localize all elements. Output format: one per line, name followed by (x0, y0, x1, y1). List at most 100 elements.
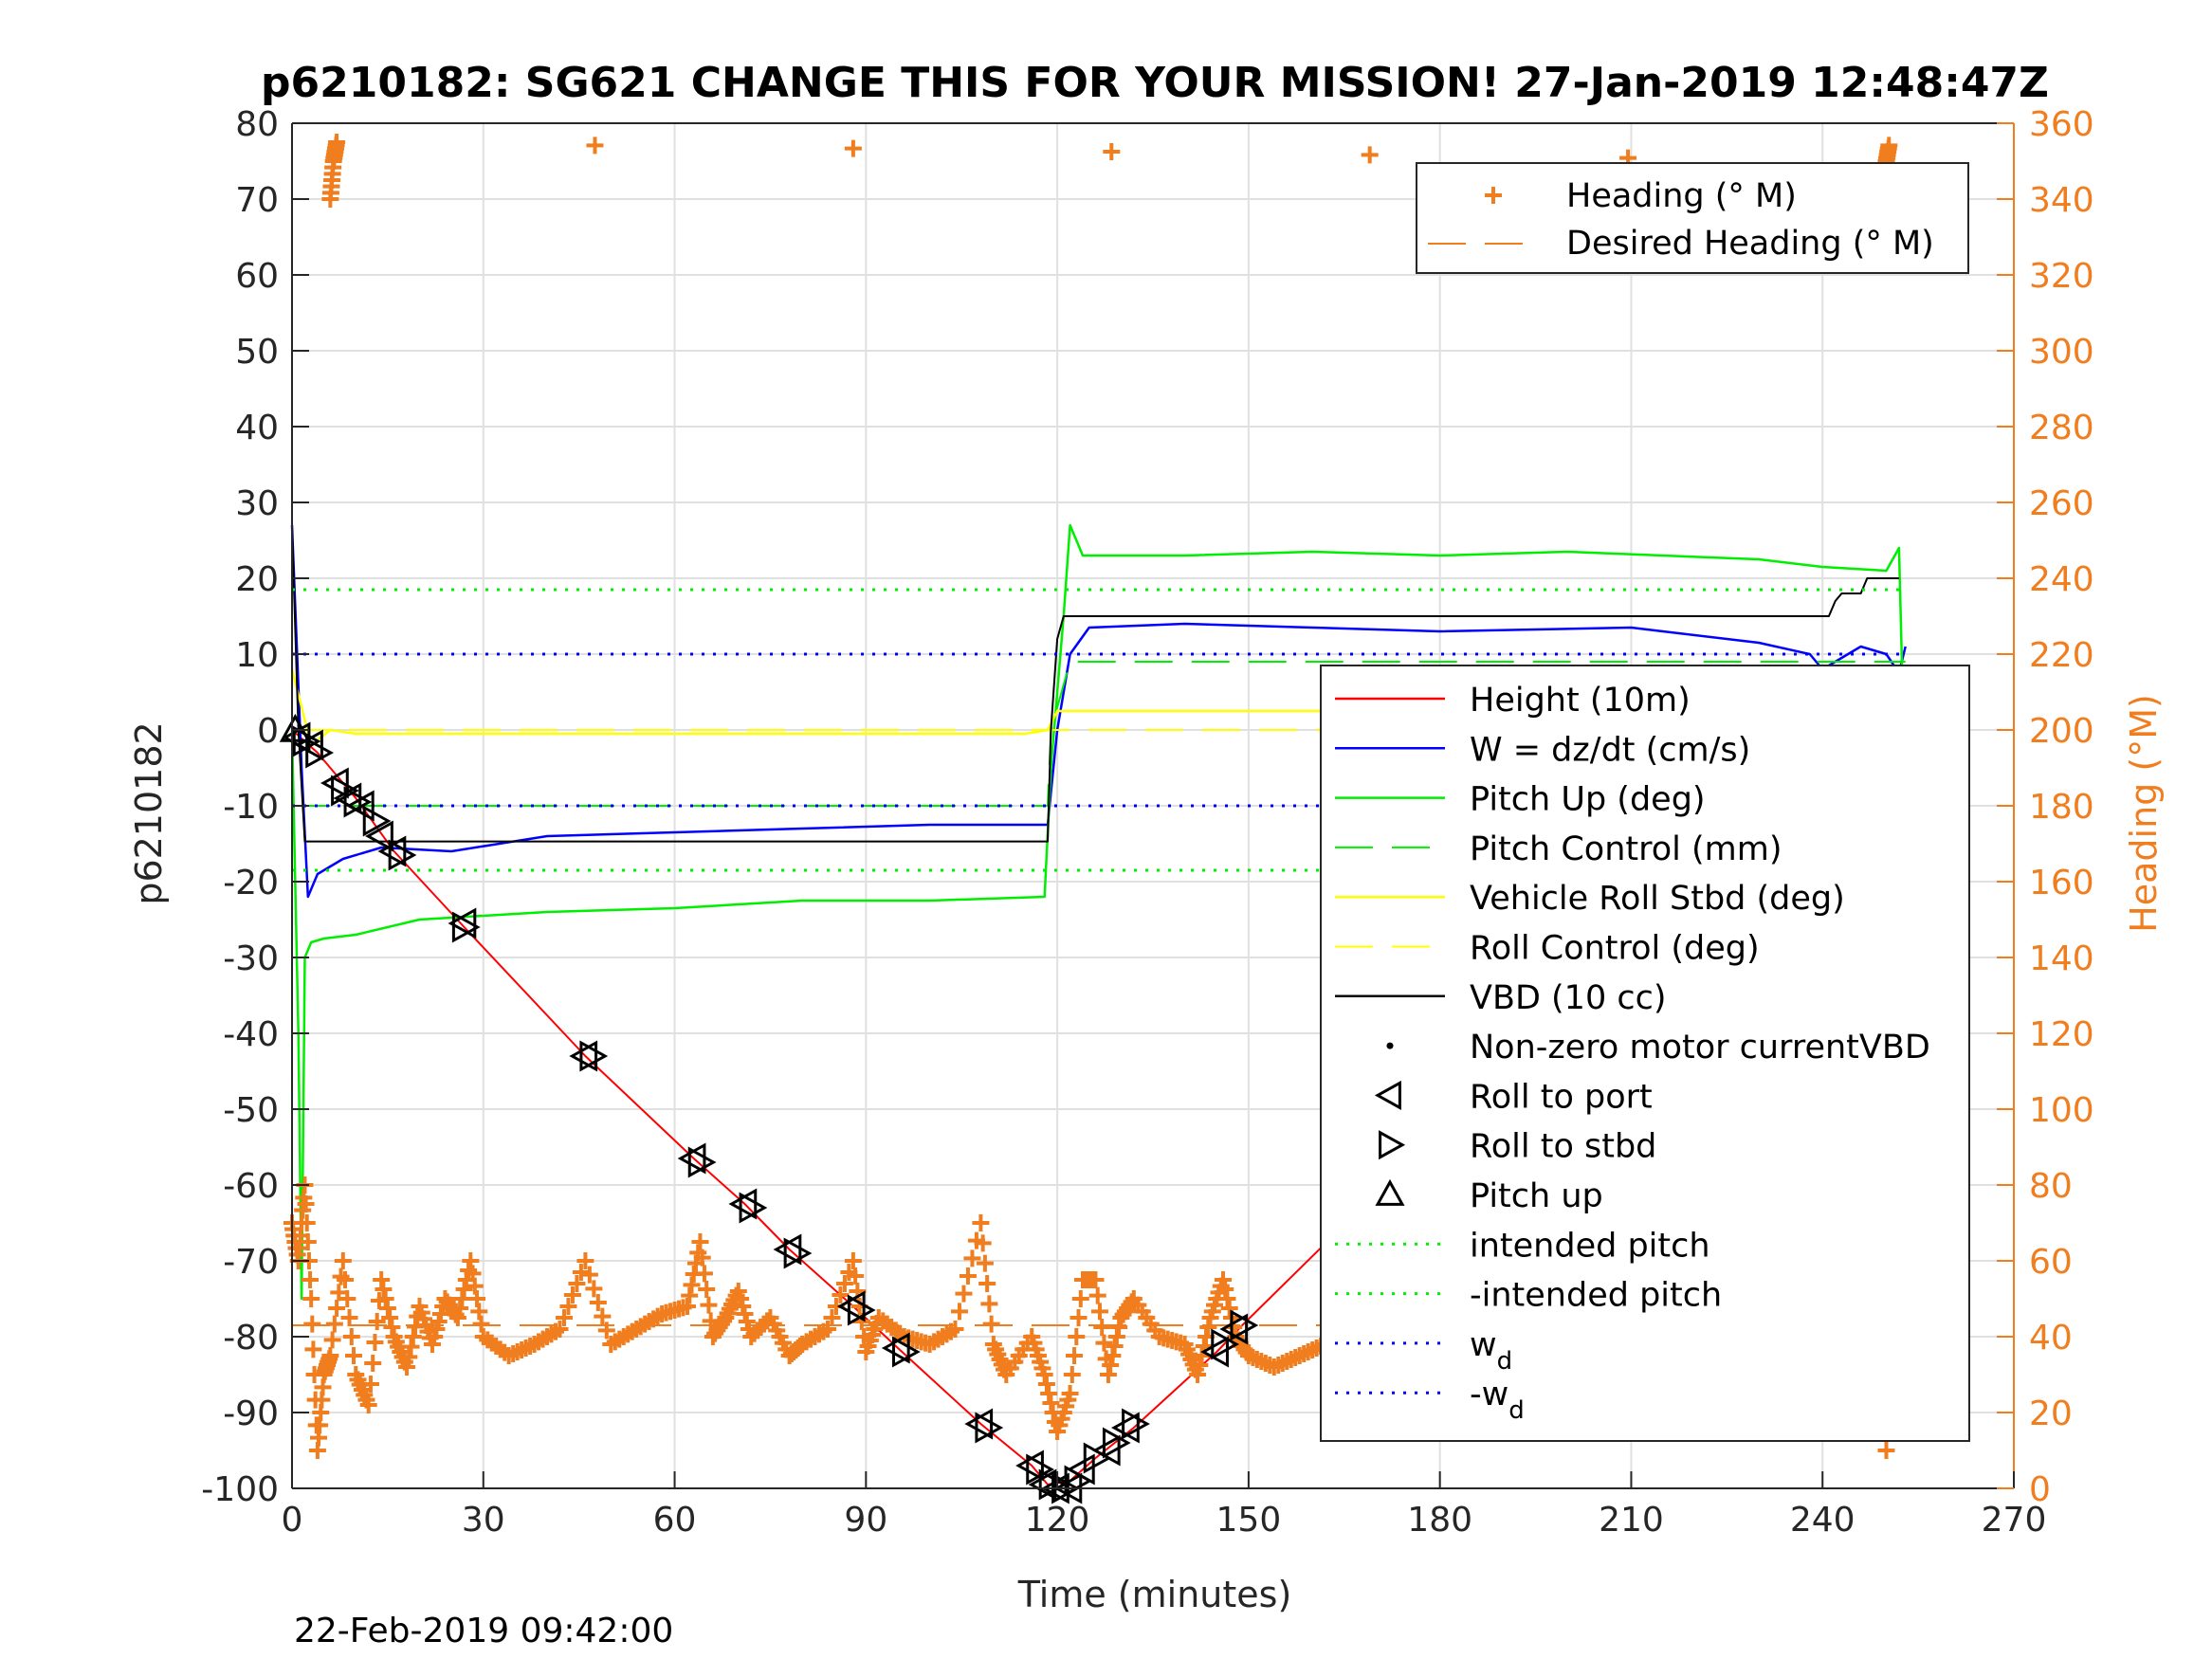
legend-symbol (1375, 1178, 1405, 1206)
heading-marker (563, 1286, 581, 1304)
heading-marker (976, 1254, 994, 1272)
heading-marker (334, 1252, 352, 1269)
heading-marker (361, 1376, 379, 1393)
heading-marker (378, 1300, 396, 1317)
series-pitch-up-deg (290, 523, 1907, 1301)
legend-main-entry: VBD (10 cc) (1470, 979, 1667, 1017)
heading-marker (402, 1338, 420, 1356)
heading-marker (303, 1315, 321, 1333)
y-tick-label: -60 (223, 1167, 279, 1206)
heading-marker (472, 1315, 490, 1333)
heading-marker (1042, 1395, 1060, 1412)
heading-marker (551, 1321, 569, 1338)
y-tick-label: -80 (223, 1319, 279, 1358)
heading-marker (337, 1271, 355, 1288)
heading-marker (298, 1214, 316, 1231)
roll-to-port-marker (448, 907, 477, 939)
y-tick-label: 70 (235, 181, 279, 220)
roll-to-stbd-marker (343, 786, 373, 818)
heading-marker (338, 1290, 356, 1307)
roll-to-stbd-marker (975, 1412, 1004, 1444)
legend-main-entry: Vehicle Roll Stbd (deg) (1470, 880, 1845, 918)
heading-marker (1216, 1281, 1234, 1298)
heading-marker (1095, 1334, 1113, 1352)
heading-marker (1361, 146, 1379, 164)
legend-entry-subscript: d (1508, 1396, 1525, 1425)
legend-symbol (1379, 1130, 1406, 1160)
heading-marker (302, 1271, 320, 1288)
roll-to-stbd-marker (388, 839, 417, 871)
heading-marker (302, 1290, 320, 1307)
legend-main-entry: Roll Control (deg) (1470, 930, 1760, 968)
y-tick-label: -40 (223, 1015, 279, 1054)
legend-entry-subscript: d (1497, 1347, 1513, 1376)
heading-marker (1220, 1300, 1238, 1317)
heading-marker (1068, 1328, 1086, 1345)
heading-marker (823, 1309, 841, 1326)
heading-marker (1103, 143, 1121, 160)
heading-marker (466, 1277, 484, 1295)
heading-marker (679, 1298, 697, 1315)
heading-marker (398, 1358, 416, 1376)
y-axis-label-right: Heading (°M) (2123, 694, 2165, 933)
legend-main-entry: Non-zero motor currentVBD (1470, 1029, 1930, 1066)
roll-to-stbd-marker (891, 1336, 921, 1368)
y-right-tick-label: 120 (2029, 1015, 2094, 1054)
heading-marker (1199, 1319, 1217, 1336)
heading-marker (1088, 1286, 1106, 1304)
y-right-tick-label: 40 (2029, 1319, 2073, 1358)
heading-marker (1102, 1357, 1120, 1374)
x-tick-label: 240 (1790, 1501, 1856, 1540)
heading-marker (844, 1252, 862, 1269)
heading-marker (368, 1313, 386, 1330)
heading-marker (328, 134, 346, 151)
y-right-tick-label: 320 (2029, 257, 2094, 296)
y-right-tick-label: 60 (2029, 1243, 2073, 1282)
heading-marker (1037, 1376, 1055, 1393)
pitch-up-marker (279, 713, 311, 742)
heading-marker (832, 1286, 850, 1304)
legend-main: Height (10m) W = dz/dt (cm/s) Pitch Up (de… (1320, 665, 1970, 1442)
heading-marker (468, 1290, 486, 1307)
roll-to-stbd-marker (739, 1192, 768, 1224)
x-tick-label: 150 (1216, 1501, 1282, 1540)
heading-marker (1093, 1319, 1111, 1336)
y-tick-label: -30 (223, 939, 279, 978)
legend-main-entry: W = dz/dt (cm/s) (1470, 731, 1750, 769)
heading-marker (580, 1266, 598, 1284)
legend-top-entry: Desired Heading (° M) (1566, 225, 1934, 263)
y-right-tick-label: 260 (2029, 484, 2094, 523)
legend-main-entry: wd (1470, 1326, 1512, 1376)
legend-main-entry: intended pitch (1470, 1227, 1710, 1265)
heading-marker (585, 1280, 603, 1298)
y-right-tick-label: 240 (2029, 560, 2094, 599)
heading-marker (1063, 1366, 1081, 1383)
x-tick-label: 210 (1599, 1501, 1664, 1540)
roll-to-port-marker (295, 729, 323, 761)
legend-entry-main-text: w (1470, 1326, 1497, 1364)
y-tick-label: -100 (201, 1470, 279, 1509)
heading-marker (325, 1315, 343, 1333)
heading-marker (555, 1309, 573, 1326)
x-tick-label: 60 (653, 1501, 697, 1540)
y-right-tick-label: 180 (2029, 788, 2094, 827)
heading-marker (462, 1252, 480, 1269)
y-right-tick-label: 140 (2029, 939, 2094, 978)
roll-to-stbd-marker (579, 1040, 609, 1072)
y-right-tick-label: 200 (2029, 712, 2094, 751)
heading-marker (1069, 1309, 1088, 1326)
roll-to-stbd-marker (362, 805, 392, 837)
heading-marker (342, 1328, 360, 1345)
heading-marker (955, 1285, 973, 1303)
heading-marker (383, 1319, 401, 1336)
y-tick-label: -20 (223, 864, 279, 902)
heading-marker (946, 1321, 964, 1338)
heading-marker (1090, 1303, 1108, 1321)
y-right-tick-label: 80 (2029, 1167, 2073, 1206)
heading-marker (586, 137, 604, 155)
heading-marker (844, 139, 862, 157)
legend-heading-symbol (1485, 187, 1502, 204)
y-right-tick-label: 280 (2029, 409, 2094, 447)
heading-marker (963, 1249, 981, 1267)
